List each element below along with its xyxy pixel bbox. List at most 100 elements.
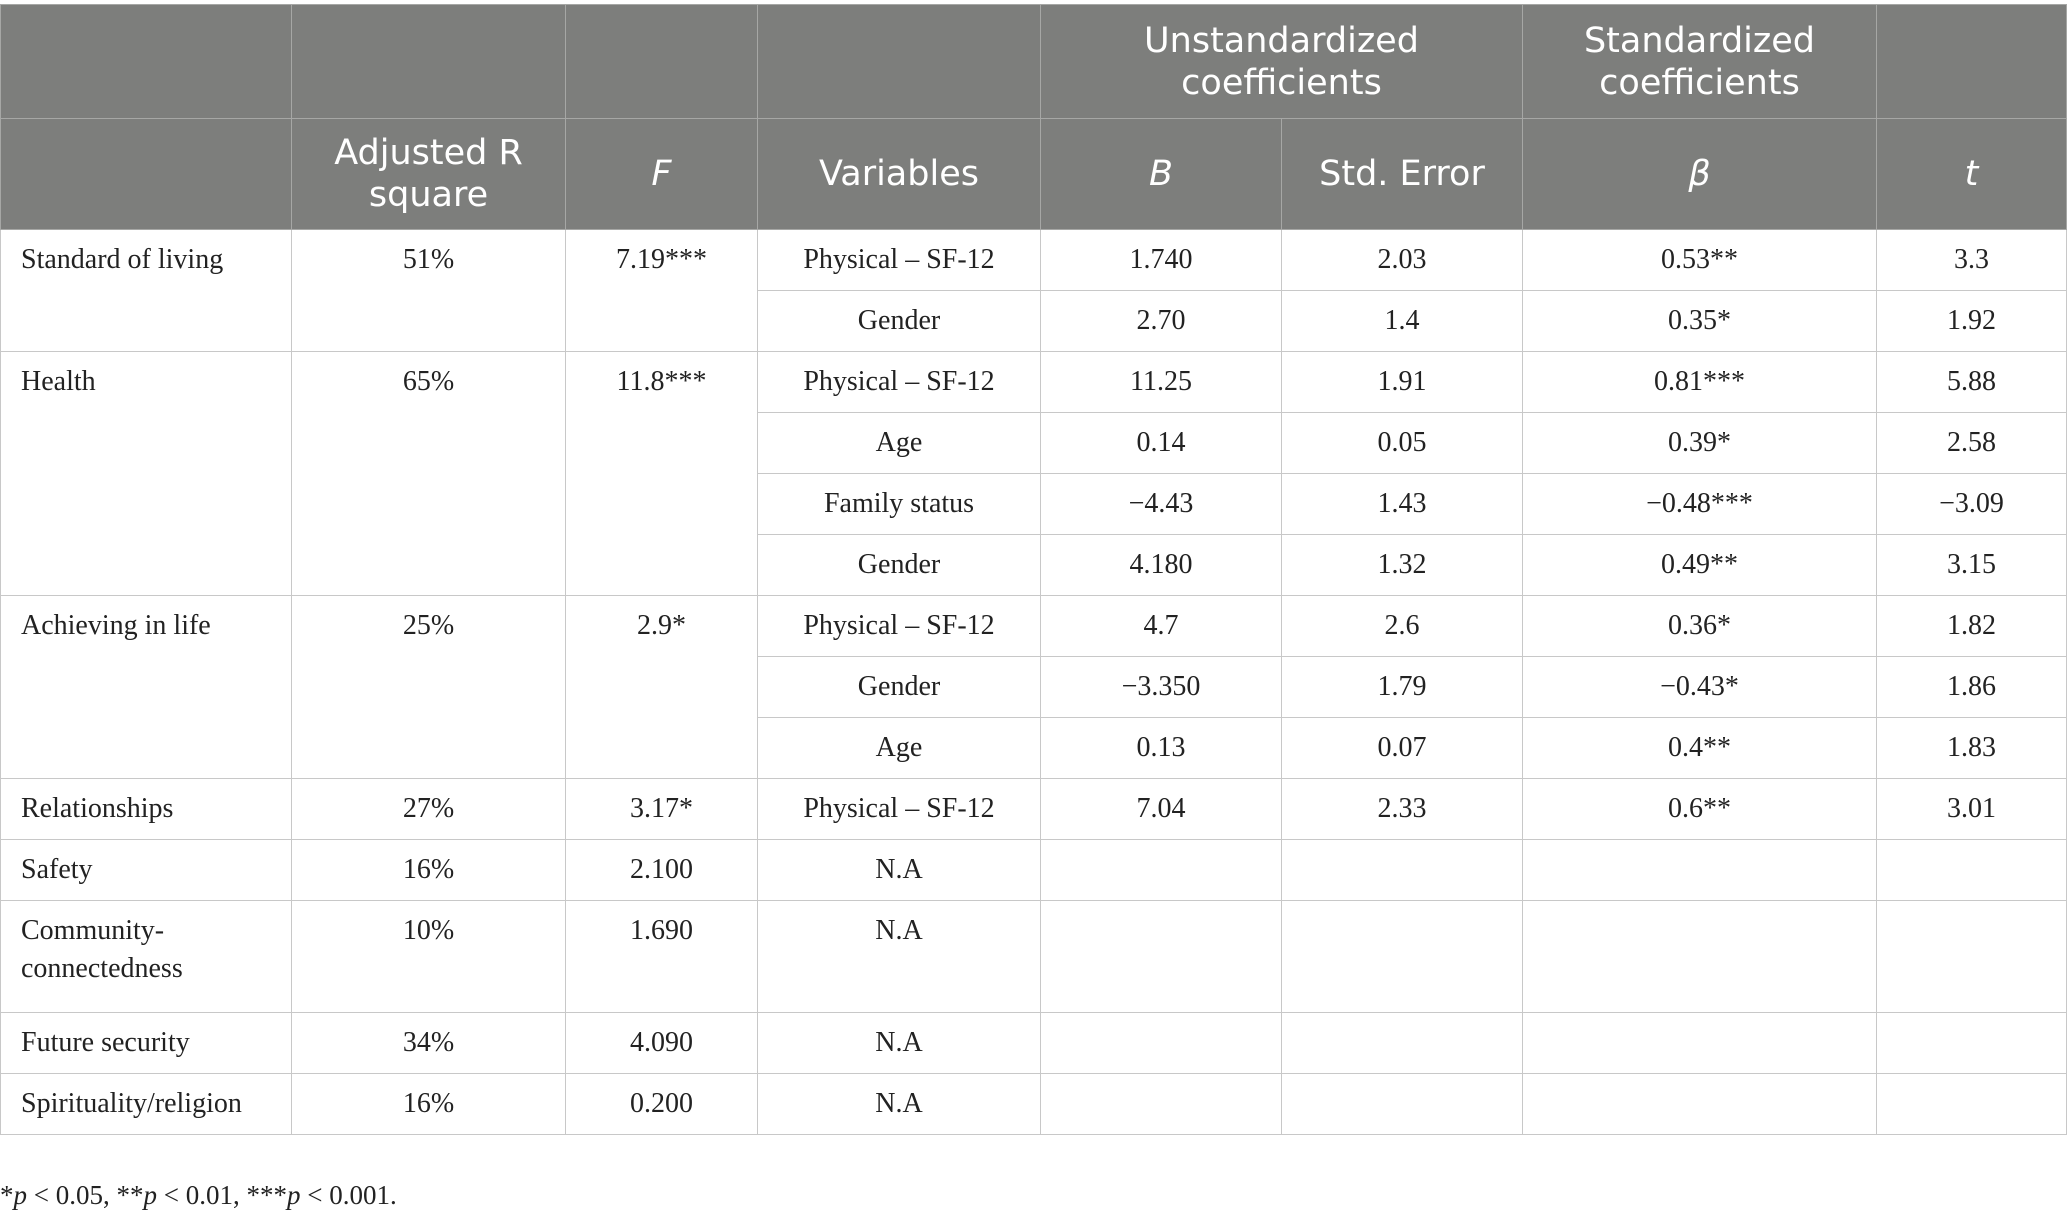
table-row: Achieving in life 25% 2.9* Physical – SF-12… [0,595,2067,779]
header-blank-adjr [291,4,566,119]
t-cell: 3.15 [1876,534,2067,596]
table-row: Age 0.14 0.05 0.39* 2.58 [1,412,2067,474]
table-row: Age 0.13 0.07 0.4** 1.83 [1,717,2067,779]
variable-name-cell: Family status [757,473,1041,535]
t-cell: −3.09 [1876,473,2067,535]
beta-cell: −0.48*** [1522,473,1877,535]
b-cell: 7.04 [1040,778,1282,840]
variable-name-cell: Gender [757,656,1041,718]
t-cell: 1.86 [1876,656,2067,718]
adjusted-r-square-cell: 16% [291,1073,566,1135]
b-cell: 1.740 [1040,229,1282,291]
adjusted-r-square-cell: 16% [291,839,566,901]
adjusted-r-square-cell: 10% [291,900,566,1013]
t-cell: 3.3 [1876,229,2067,291]
header-blank-f [565,4,758,119]
beta-cell: 0.53** [1522,229,1877,291]
b-cell [1040,1073,1282,1135]
table-row: Gender −3.350 1.79 −0.43* 1.86 [1,656,2067,718]
b-cell: 0.13 [1040,717,1282,779]
b-cell: 4.180 [1040,534,1282,596]
std-error-cell [1281,900,1523,1013]
footnote-p-2: p [143,1180,157,1210]
std-error-cell: 1.91 [1281,351,1523,413]
variable-name-cell: Physical – SF-12 [757,351,1041,413]
table-row: Relationships 27% 3.17* Physical – SF-12 7.0… [0,778,2067,840]
t-cell [1876,1073,2067,1135]
t-cell [1876,900,2067,1013]
footnote-star-1: * [0,1180,14,1210]
variable-name-cell: N.A [757,1073,1041,1135]
outcome-cell: Future security [0,1012,292,1074]
beta-cell [1522,900,1877,1013]
regression-table: Unstandardized coefficients Standardized… [0,4,2067,1135]
beta-cell: −0.43* [1522,656,1877,718]
header-blank-variables [757,4,1041,119]
table-row: Spirituality/religion 16% 0.200 N.A [0,1073,2067,1135]
f-statistic-cell: 0.200 [565,1073,758,1135]
t-cell [1876,839,2067,901]
t-cell: 5.88 [1876,351,2067,413]
t-cell: 3.01 [1876,778,2067,840]
adjusted-r-square-cell: 27% [291,778,566,840]
variable-name-cell: Gender [757,290,1041,352]
variable-name-cell: Physical – SF-12 [757,778,1041,840]
t-cell [1876,1012,2067,1074]
footnote-star-3: *** [246,1180,287,1210]
variable-name-cell: Gender [757,534,1041,596]
beta-cell: 0.49** [1522,534,1877,596]
b-cell: −3.350 [1040,656,1282,718]
t-cell: 1.92 [1876,290,2067,352]
beta-cell: 0.4** [1522,717,1877,779]
std-error-cell [1281,1073,1523,1135]
f-statistic-cell: 2.9* [565,595,758,779]
variable-name-cell: Age [757,412,1041,474]
std-error-cell: 2.6 [1281,595,1523,657]
outcome-cell: Standard of living [0,229,292,352]
header-row-2: Adjusted R square F Variables B Std. Err… [0,118,2067,230]
f-statistic-cell: 1.690 [565,900,758,1013]
std-error-cell [1281,1012,1523,1074]
std-error-cell [1281,839,1523,901]
table-row: Gender 4.180 1.32 0.49** 3.15 [1,534,2067,596]
b-cell: −4.43 [1040,473,1282,535]
footnote-value-1: < 0.05, [27,1180,117,1210]
t-cell: 1.82 [1876,595,2067,657]
header-group-standardized: Standardized coefficients [1522,4,1877,119]
std-error-cell: 1.32 [1281,534,1523,596]
table-row: Health 65% 11.8*** Physical – SF-12 11.25 1.9… [0,351,2067,596]
variable-name-cell: Age [757,717,1041,779]
beta-cell: 0.36* [1522,595,1877,657]
adjusted-r-square-cell: 34% [291,1012,566,1074]
footnote-value-3: < 0.001. [300,1180,397,1210]
b-cell: 2.70 [1040,290,1282,352]
table-row: Standard of living 51% 7.19*** Physical – S… [0,229,2067,352]
variable-name-cell: Physical – SF-12 [757,229,1041,291]
f-statistic-cell: 4.090 [565,1012,758,1074]
beta-cell: 0.35* [1522,290,1877,352]
header-adjusted-r-square: Adjusted R square [291,118,566,230]
outcome-cell: Relationships [0,778,292,840]
table-row: Safety 16% 2.100 N.A [0,839,2067,901]
adjusted-r-square-cell: 51% [291,229,566,352]
footnote-value-2: < 0.01, [156,1180,247,1210]
variable-name-cell: Physical – SF-12 [757,595,1041,657]
footnote-p-1: p [13,1180,28,1210]
std-error-cell: 2.03 [1281,229,1523,291]
variable-name-cell: N.A [757,839,1041,901]
footnote-star-2: ** [116,1180,144,1210]
std-error-cell: 1.4 [1281,290,1523,352]
header-row-1: Unstandardized coefficients Standardized… [0,4,2067,119]
table-row: Community-connectedness 10% 1.690 N.A [0,900,2067,1013]
outcome-cell: Spirituality/religion [0,1073,292,1135]
b-cell [1040,1012,1282,1074]
header-group-unstandardized: Unstandardized coefficients [1040,4,1523,119]
adjusted-r-square-cell: 65% [291,351,566,596]
beta-cell [1522,1073,1877,1135]
t-cell: 2.58 [1876,412,2067,474]
header-beta: β [1522,118,1877,230]
std-error-cell: 1.43 [1281,473,1523,535]
b-cell [1040,839,1282,901]
regression-table-container: Unstandardized coefficients Standardized… [0,4,2067,1135]
outcome-cell: Community-connectedness [0,900,292,1013]
